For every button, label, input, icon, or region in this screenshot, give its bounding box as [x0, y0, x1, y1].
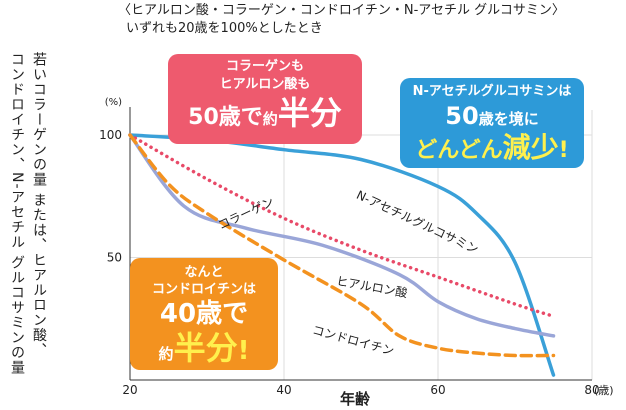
- callout1-age: 50歳で: [188, 105, 263, 130]
- series-line-hyaluronic: [128, 133, 556, 338]
- callout2-decrease: 減少: [502, 131, 559, 164]
- series-line-chondroitin: [128, 133, 556, 358]
- x-axis-unit: (歳): [594, 384, 614, 397]
- x-tick-label: 20: [122, 383, 137, 397]
- y-axis-title-line1: 若いコラーゲンの量 または、ヒアルロン酸、: [31, 52, 47, 358]
- callout-collagen-hyaluronic: コラーゲンも ヒアルロン酸も 50歳で約半分: [168, 54, 362, 144]
- callout1-line2: ヒアルロン酸も: [219, 77, 311, 92]
- callout3-line3: 40歳で: [159, 299, 249, 329]
- callout1-half: 半分: [277, 94, 342, 132]
- chart-header-line1: 〈ヒアルロン酸・コラーゲン・コンドロイチン・N-アセチル グルコサミン〉: [118, 3, 565, 18]
- callout1-approx: 約: [262, 110, 278, 128]
- y-tick-label: 50: [107, 251, 122, 265]
- chart-header-line2: いずれも20歳を100%としたとき: [126, 21, 323, 36]
- callout2-steadily: どんどん: [415, 138, 503, 163]
- callout2-boundary: 歳を境に: [478, 110, 539, 128]
- x-axis-title: 年齢: [340, 390, 371, 408]
- callout3-excl: !: [237, 336, 250, 366]
- callout3-approx: 約: [158, 345, 174, 363]
- x-tick-label: 60: [430, 383, 445, 397]
- y-axis-unit: (%): [105, 97, 122, 108]
- callout3-line1: なんと: [184, 265, 224, 280]
- callout3-line2: コンドロイチンは: [151, 282, 256, 297]
- y-tick-label: 100: [99, 128, 122, 142]
- callout1-line1: コラーゲンも: [225, 59, 304, 74]
- callout2-excl: !: [558, 138, 569, 163]
- x-tick-label: 40: [276, 383, 291, 397]
- chart-header: 〈ヒアルロン酸・コラーゲン・コンドロイチン・N-アセチル グルコサミン〉 いずれ…: [118, 2, 618, 38]
- callout-chondroitin: なんと コンドロイチンは 40歳で 約半分!: [130, 258, 278, 370]
- callout3-half: 半分: [173, 329, 238, 367]
- y-axis-title-line2: コンドロイチン、N-アセチル グルコサミンの量: [9, 52, 25, 375]
- callout2-line1: N-アセチルグルコサミンは: [412, 84, 572, 99]
- callout-glucosamine: N-アセチルグルコサミンは 50歳を境に どんどん減少!: [400, 78, 584, 168]
- x-tick-label: 80: [584, 383, 599, 397]
- callout2-age: 50: [445, 102, 479, 130]
- y-axis-title: 若いコラーゲンの量 または、ヒアルロン酸、 コンドロイチン、N-アセチル グルコ…: [6, 52, 50, 392]
